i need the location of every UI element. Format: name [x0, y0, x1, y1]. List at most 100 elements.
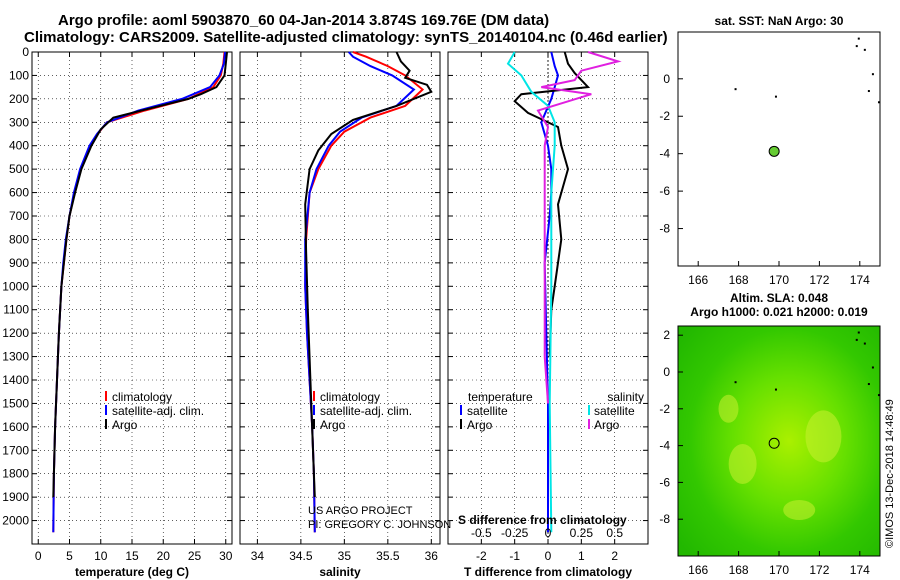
island-dot [877, 394, 880, 397]
difference-xtick-label: 2 [611, 549, 618, 563]
s-tick-label: 0 [545, 526, 552, 540]
temperature-xtick-label: 0 [35, 549, 42, 563]
legend-label: Argo [112, 418, 138, 432]
island-dot [863, 342, 866, 345]
island-dot [857, 37, 860, 40]
legend-label: satellite-adj. clim. [320, 404, 412, 418]
legend-label: satellite [467, 404, 508, 418]
s-tick-label: -0.25 [501, 526, 529, 540]
depth-tick-label: 500 [9, 162, 29, 176]
project-credit: US ARGO PROJECT [308, 505, 413, 517]
sla-map-subtitle: Argo h1000: 0.021 h2000: 0.019 [690, 305, 868, 319]
sla-map-ytick-label: -4 [659, 439, 670, 453]
island-dot [857, 331, 860, 334]
sst-map-xtick-label: 174 [850, 273, 870, 287]
legend-swatch [313, 419, 315, 429]
legend-swatch [313, 391, 315, 401]
legend-label: climatology [320, 390, 380, 404]
depth-tick-label: 600 [9, 186, 29, 200]
sla-map-profile-marker [768, 437, 780, 449]
legend-swatch [588, 405, 590, 415]
imos-credit: ©IMOS 13-Dec-2018 14:48:49 [884, 399, 896, 548]
s-tick-label: 0.25 [570, 526, 594, 540]
legend-label: Argo [320, 418, 346, 432]
depth-tick-label: 300 [9, 115, 29, 129]
island-dot [863, 48, 866, 51]
island-dot [871, 366, 874, 369]
sst-map-xtick-label: 170 [769, 273, 789, 287]
depth-tick-label: 1000 [2, 279, 29, 293]
legend-label: climatology [112, 390, 172, 404]
sst-map-ytick-label: -6 [659, 184, 670, 198]
depth-tick-label: 0 [22, 45, 29, 59]
difference-series-s-argo [536, 51, 622, 404]
difference-series-t-argo [513, 51, 591, 357]
sla-map-xtick-label: 166 [688, 563, 708, 577]
legend-swatch [460, 419, 462, 429]
island-dot [855, 45, 858, 48]
island-dot [774, 388, 777, 391]
temperature-xtick-label: 20 [157, 549, 171, 563]
sla-map-ytick-label: -2 [659, 402, 670, 416]
sla-blotch [805, 410, 842, 463]
sst-map-ytick-label: -2 [659, 109, 670, 123]
difference-xtick-label: 1 [578, 549, 585, 563]
legend-title-temperature: temperature [468, 390, 533, 404]
depth-tick-label: 400 [9, 139, 29, 153]
depth-tick-label: 1300 [2, 350, 29, 364]
sla-map-ytick-label: 0 [663, 365, 670, 379]
island-dot [877, 101, 880, 104]
s-tick-label: -0.5 [471, 526, 492, 540]
sst-map-xtick-label: 168 [729, 273, 749, 287]
chart-title-line1: Argo profile: aoml 5903870_60 04-Jan-201… [58, 12, 550, 29]
difference-xtick-label: 0 [545, 549, 552, 563]
legend-swatch [105, 405, 107, 415]
difference-series-s-satellite [506, 51, 556, 533]
temperature-xtick-label: 15 [125, 549, 139, 563]
sla-blotch [718, 394, 739, 423]
depth-tick-label: 1200 [2, 326, 29, 340]
sst-map-ytick-label: -8 [659, 222, 670, 236]
difference-xtick-label: -1 [509, 549, 520, 563]
sla-map-ytick-label: 2 [663, 328, 670, 342]
temperature-xtick-label: 30 [219, 549, 233, 563]
salinity-xtick-label: 34 [251, 549, 265, 563]
legend-label: Argo [467, 418, 493, 432]
island-dot [855, 338, 858, 341]
difference-xtick-label: -2 [476, 549, 487, 563]
temperature-xtick-label: 25 [188, 549, 202, 563]
difference-series-t-satellite [540, 51, 560, 533]
s-difference-label: S difference from climatology [458, 513, 627, 527]
depth-tick-label: 200 [9, 92, 29, 106]
sla-blotch [783, 500, 816, 520]
salinity-series-climatology [304, 51, 425, 533]
legend-label: Argo [594, 418, 620, 432]
chart-title-line2: Climatology: CARS2009. Satellite-adjuste… [24, 29, 668, 46]
salinity-xlabel: salinity [319, 565, 361, 579]
sla-map-ytick-label: -8 [659, 512, 670, 526]
salinity-xtick-label: 36 [425, 549, 439, 563]
depth-tick-label: 1700 [2, 443, 29, 457]
s-tick-label: 0.5 [606, 526, 623, 540]
depth-tick-label: 1800 [2, 467, 29, 481]
sst-map-title: sat. SST: NaN Argo: 30 [715, 14, 844, 28]
legend-title-salinity: salinity [607, 390, 644, 404]
sla-map-xtick-label: 170 [769, 563, 789, 577]
temperature-series-argo [52, 51, 228, 498]
island-dot [734, 88, 737, 91]
sst-map-ytick-label: 0 [663, 72, 670, 86]
temperature-xtick-label: 10 [94, 549, 108, 563]
depth-tick-label: 1500 [2, 396, 29, 410]
difference-xlabel: T difference from climatology [464, 565, 632, 579]
depth-tick-label: 1600 [2, 420, 29, 434]
sla-map-xtick-label: 174 [850, 563, 870, 577]
sla-map-ytick-label: -6 [659, 475, 670, 489]
island-dot [867, 383, 870, 386]
depth-tick-label: 800 [9, 232, 29, 246]
sla-map-xtick-label: 172 [809, 563, 829, 577]
legend-swatch [588, 419, 590, 429]
legend-label: satellite [594, 404, 635, 418]
sst-map-ytick-label: -4 [659, 147, 670, 161]
island-dot [867, 90, 870, 93]
